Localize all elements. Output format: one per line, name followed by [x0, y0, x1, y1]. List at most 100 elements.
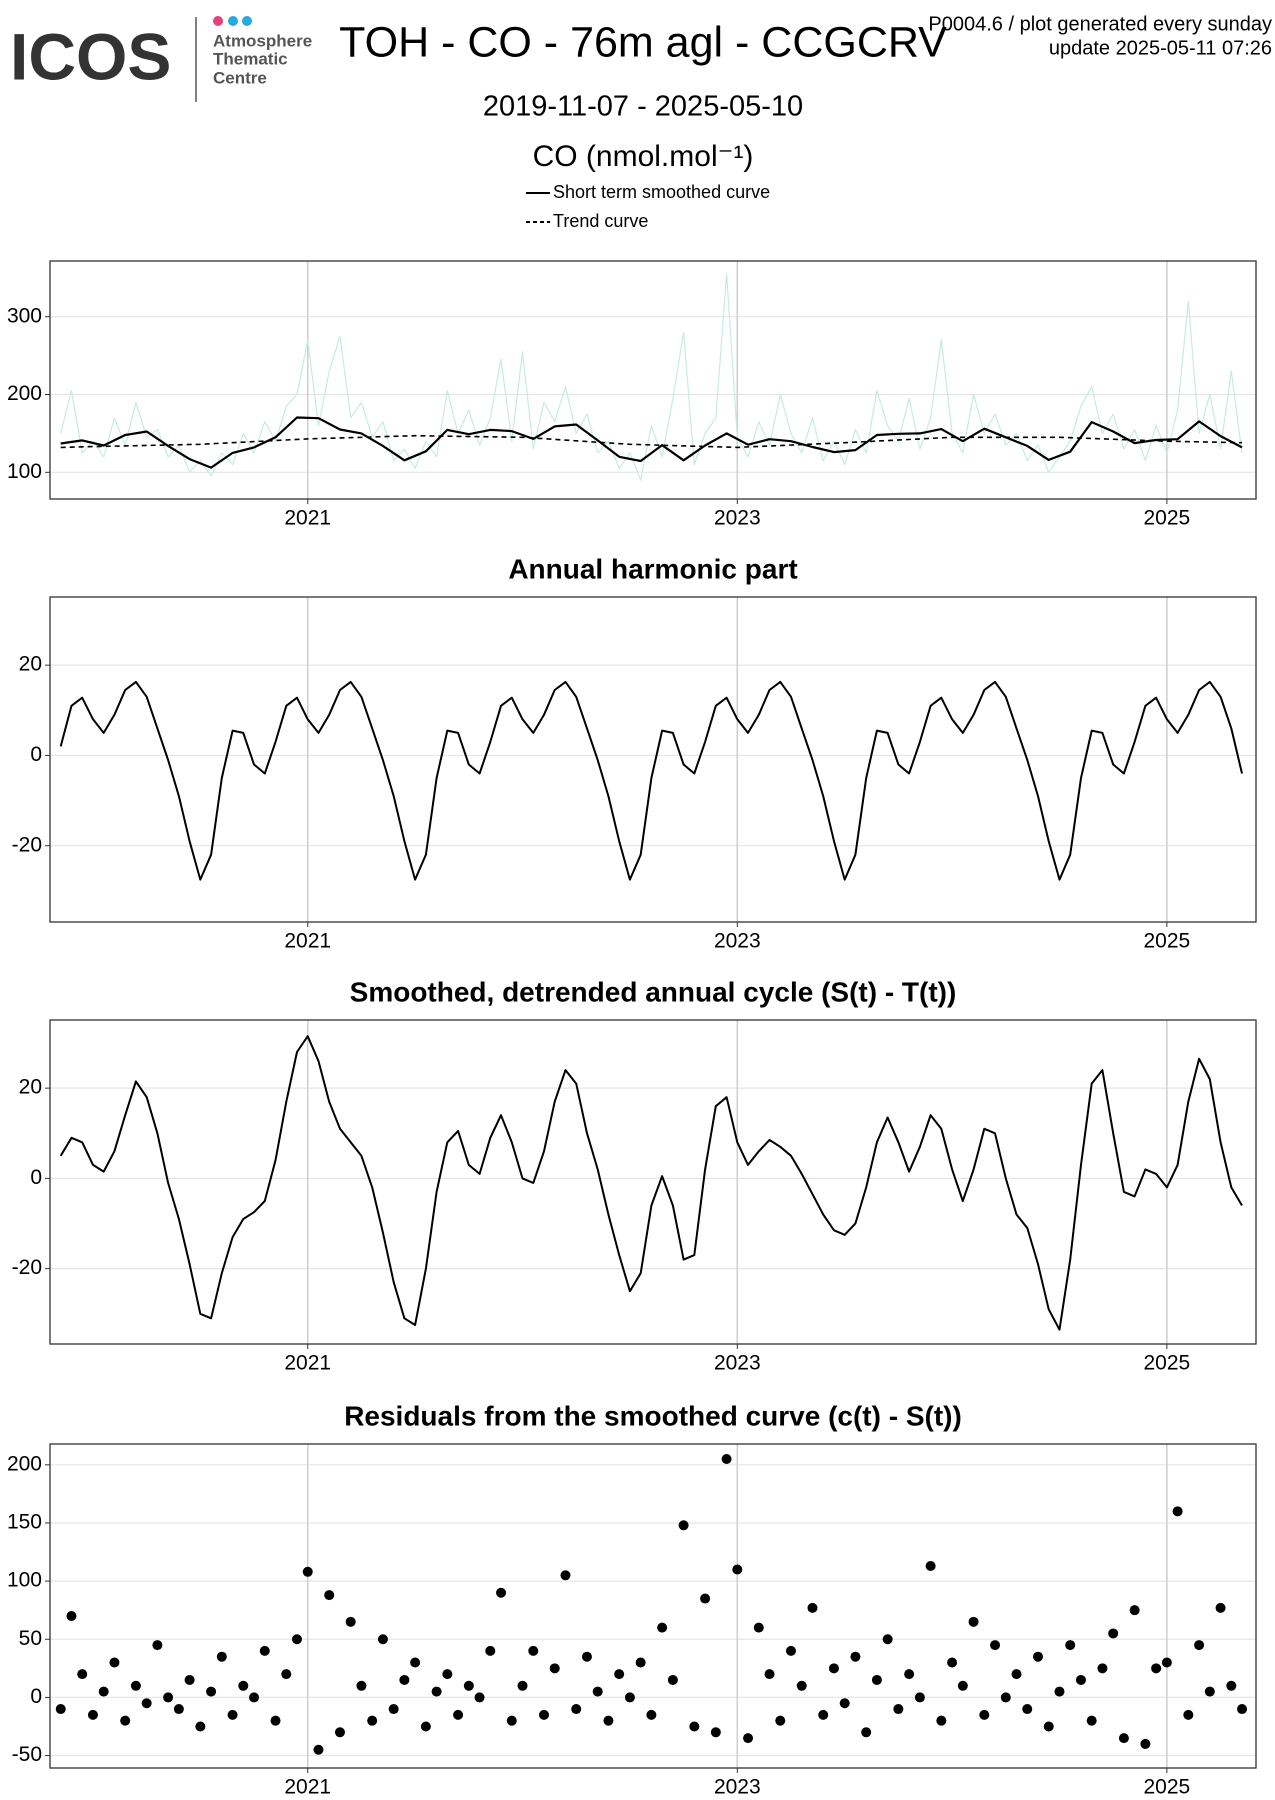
data-point: [764, 1669, 775, 1680]
data-point: [807, 1602, 818, 1613]
data-point: [635, 1657, 646, 1668]
data-point: [775, 1715, 786, 1726]
data-point: [1011, 1669, 1022, 1680]
x-tick-label: 2025: [1144, 507, 1191, 530]
plot-border: [49, 1019, 1257, 1345]
data-point: [431, 1686, 442, 1697]
data-point: [324, 1590, 335, 1601]
data-point: [624, 1692, 635, 1703]
data-point: [1065, 1640, 1076, 1651]
plot-background: [50, 1020, 1256, 1344]
data-point: [1237, 1704, 1248, 1715]
data-point: [496, 1587, 507, 1598]
data-point: [1032, 1651, 1043, 1662]
y-tick-label: 100: [7, 460, 42, 483]
y-tick-label: 100: [7, 1569, 42, 1592]
data-point: [828, 1663, 839, 1674]
x-tick-label: 2025: [1144, 1352, 1191, 1375]
plot-border: [49, 1443, 1257, 1769]
data-point: [173, 1704, 184, 1715]
data-point: [388, 1704, 399, 1715]
data-point: [560, 1570, 571, 1581]
data-point: [1204, 1686, 1215, 1697]
data-line: [60, 434, 1243, 449]
data-point: [152, 1640, 163, 1651]
update-time: update 2025-05-11 07:26: [1049, 37, 1272, 59]
legend-label: Trend curve: [553, 211, 648, 231]
y-tick-label: -50: [12, 1743, 42, 1766]
data-point: [936, 1715, 947, 1726]
data-point: [990, 1640, 1001, 1651]
data-point: [689, 1721, 700, 1732]
data-point: [259, 1645, 270, 1656]
data-point: [678, 1520, 689, 1531]
logo-text: Centre: [213, 68, 267, 87]
data-point: [517, 1680, 528, 1691]
plot-background: [50, 597, 1256, 922]
plot-background: [50, 261, 1256, 499]
data-point: [592, 1686, 603, 1697]
data-point: [410, 1657, 421, 1668]
y-tick-label: 20: [19, 1076, 42, 1099]
date-range: 2019-11-07 - 2025-05-10: [483, 91, 803, 123]
y-tick-label: -20: [12, 833, 42, 856]
data-point: [1043, 1721, 1054, 1732]
panel-title: Residuals from the smoothed curve (c(t) …: [344, 1400, 962, 1431]
data-point: [603, 1715, 614, 1726]
data-point: [839, 1698, 850, 1709]
data-point: [281, 1669, 292, 1680]
data-point: [356, 1680, 367, 1691]
y-tick-label: 0: [30, 743, 42, 766]
y-axis-label: CO (nmol.mol⁻¹): [533, 140, 754, 173]
data-point: [667, 1674, 678, 1685]
data-point: [77, 1669, 88, 1680]
x-tick-label: 2025: [1144, 930, 1191, 953]
data-point: [700, 1593, 711, 1604]
data-point: [581, 1651, 592, 1662]
data-point: [66, 1611, 77, 1622]
data-point: [571, 1704, 582, 1715]
data-point: [1022, 1704, 1033, 1715]
x-tick-label: 2023: [714, 1776, 761, 1799]
logo-text: Atmosphere: [213, 31, 312, 50]
data-point: [1097, 1663, 1108, 1674]
panel-title: Smoothed, detrended annual cycle (S(t) -…: [350, 976, 957, 1007]
x-tick-label: 2021: [284, 1352, 331, 1375]
logo-dot: [242, 16, 252, 26]
data-point: [291, 1634, 302, 1645]
data-point: [238, 1680, 249, 1691]
data-point: [957, 1680, 968, 1691]
data-point: [1129, 1605, 1140, 1616]
y-tick-label: 150: [7, 1511, 42, 1534]
y-tick-label: 20: [19, 653, 42, 676]
data-point: [98, 1686, 109, 1697]
data-point: [485, 1645, 496, 1656]
data-point: [1194, 1640, 1205, 1651]
data-point: [227, 1709, 238, 1720]
y-tick-label: -20: [12, 1256, 42, 1279]
data-point: [87, 1709, 98, 1720]
y-tick-label: 0: [30, 1166, 42, 1189]
data-point: [1108, 1628, 1119, 1639]
data-point: [721, 1454, 732, 1465]
data-point: [163, 1692, 174, 1703]
data-point: [1151, 1663, 1162, 1674]
data-point: [1140, 1738, 1151, 1749]
data-point: [968, 1616, 979, 1627]
data-point: [871, 1674, 882, 1685]
data-point: [893, 1704, 904, 1715]
data-point: [743, 1733, 754, 1744]
data-point: [614, 1669, 625, 1680]
y-tick-label: 50: [19, 1627, 42, 1650]
data-line: [60, 273, 1243, 481]
logo-text: Thematic: [213, 49, 288, 68]
plot-border: [49, 596, 1257, 923]
data-point: [206, 1686, 217, 1697]
data-point: [463, 1680, 474, 1691]
data-point: [1226, 1680, 1237, 1691]
data-point: [732, 1564, 743, 1575]
data-point: [195, 1721, 206, 1732]
x-tick-label: 2021: [284, 930, 331, 953]
data-point: [785, 1645, 796, 1656]
data-point: [904, 1669, 915, 1680]
